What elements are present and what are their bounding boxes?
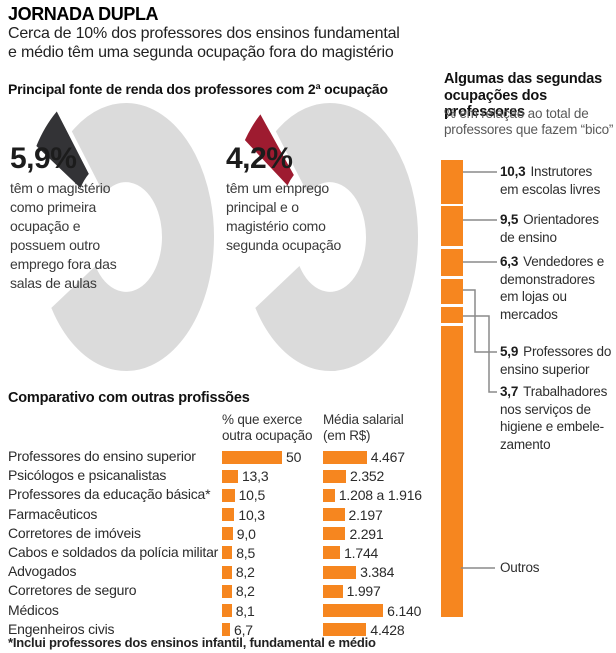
- pct-bar: [222, 604, 232, 617]
- table-row: Corretores de imóveis 9,0 2.291: [8, 524, 384, 542]
- page-title: JORNADA DUPLA: [8, 4, 159, 24]
- stacked-segment-trabalhadores: [441, 307, 463, 323]
- donut2-slice-red: [234, 90, 405, 352]
- table-row: Professores da educação básica* 10,5 1.2…: [8, 486, 422, 504]
- connector-trabalhadores: [463, 315, 497, 393]
- salary-bar: [323, 623, 367, 637]
- comparison-col1-header: % que exerce outra ocupação: [222, 412, 313, 443]
- salary-bar: [323, 527, 346, 541]
- stacked-segment-instrutores: [441, 160, 463, 204]
- table-row: Médicos 8,1 6.140: [8, 601, 422, 619]
- table-row: Cabos e soldados da polícia militar 8,5 …: [8, 543, 379, 561]
- stacked-segment-outros: [441, 326, 463, 617]
- donut1-value: 5,9%: [10, 142, 77, 175]
- pct-bar: [222, 623, 231, 637]
- table-row: Psicólogos e psicanalistas 13,3 2.352: [8, 467, 385, 485]
- stacked-chart-subheader: % em relação ao total de professores que…: [444, 106, 614, 137]
- pct-bar: [222, 488, 235, 502]
- donut2-value: 4,2%: [226, 142, 293, 175]
- stacked-label-professores-superior: 5,9 Professores do ensino superior: [500, 344, 612, 377]
- subtitle-line1: Cerca de 10% dos professores dos ensinos…: [8, 25, 400, 42]
- table-row: Corretores de seguro 8,2 1.997: [8, 582, 381, 600]
- pct-bar: [222, 584, 232, 598]
- stacked-segment-vendedores: [441, 249, 463, 276]
- income-section-header: Principal fonte de renda dos professores…: [8, 81, 388, 97]
- donut-chart-main-income: [30, 90, 214, 372]
- connector-professores-superior: [463, 289, 497, 353]
- salary-bar: [323, 546, 341, 560]
- table-row: Professores do ensino superior 50 4.467: [8, 448, 405, 465]
- stacked-segment-orientadores: [441, 206, 463, 247]
- salary-bar: [323, 584, 343, 598]
- donut-chart-secondary-income: [234, 90, 418, 372]
- table-row: Advogados 8,2 3.384: [8, 563, 395, 581]
- connector-lines: [461, 171, 497, 569]
- pct-bar: [222, 450, 282, 464]
- comparison-col2-header: Média salarial (em R$): [323, 412, 404, 443]
- donut1-slice-dark: [30, 90, 199, 352]
- salary-bar: [323, 450, 367, 464]
- stacked-label-instrutores: 10,3 Instrutores em escolas livres: [500, 164, 601, 197]
- stacked-label-trabalhadores: 3,7 Trabalhadores nos serviços de higiene…: [500, 384, 608, 452]
- donut1-ring: [38, 102, 214, 372]
- table-row: Engenheiros civis 6,7 4.428: [8, 620, 405, 638]
- footnote: *Inclui professores dos ensinos infantil…: [8, 635, 376, 650]
- page-subtitle: Cerca de 10% dos professores dos ensinos…: [8, 24, 400, 62]
- salary-bar: [323, 604, 384, 617]
- stacked-label-orientadores: 9,5 Orientadores de ensino: [500, 212, 599, 245]
- salary-bar: [323, 488, 335, 502]
- stacked-chart-header: Algumas das segundas ocupações dos profe…: [444, 71, 602, 120]
- salary-bar: [323, 565, 357, 579]
- salary-bar: [323, 508, 345, 522]
- donut1-label-block: 5,9% têm o magistério como primeira ocup…: [10, 144, 135, 293]
- table-row: Farmacêuticos 10,3 2.197: [8, 505, 383, 523]
- stacked-label-outros: Outros: [500, 560, 540, 575]
- subtitle-line2: e médio têm uma segunda ocupação fora do…: [8, 44, 394, 61]
- pct-bar: [222, 469, 238, 483]
- pct-bar: [222, 565, 232, 579]
- stacked-label-vendedores: 6,3 Vendedores e demonstradores em lojas …: [500, 254, 605, 322]
- comparison-header: Comparativo com outras profissões: [8, 390, 250, 406]
- salary-bar: [323, 469, 347, 483]
- stacked-segment-professores-superior: [441, 279, 463, 304]
- donut2-label-block: 4,2% têm um emprego principal e o magist…: [226, 144, 351, 255]
- pct-bar: [222, 508, 235, 522]
- comparison-table: Professores do ensino superior 50 4.467 …: [8, 447, 438, 639]
- pct-bar: [222, 527, 233, 541]
- pct-bar: [222, 546, 233, 560]
